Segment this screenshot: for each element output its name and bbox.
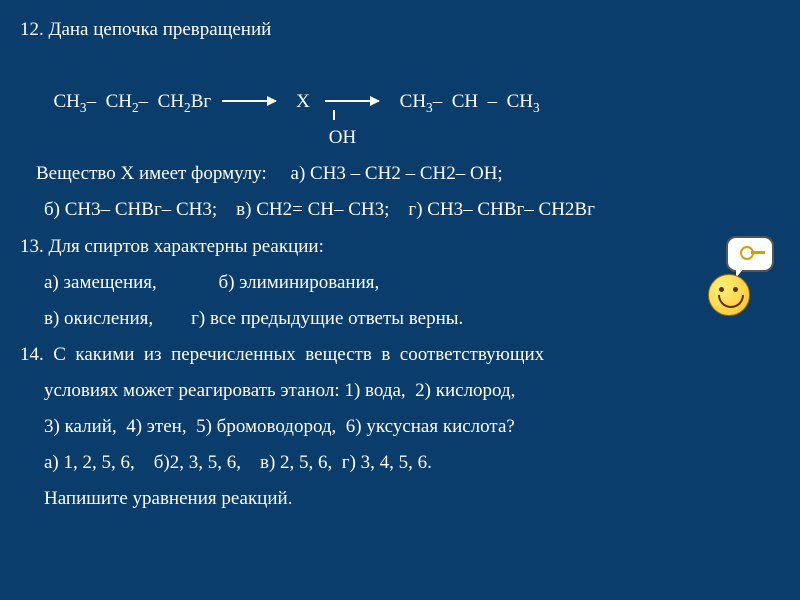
- txt: – СН – СН: [433, 91, 533, 112]
- q14-l2: условиях может реагировать этанол: 1) во…: [20, 373, 780, 409]
- q13-title: 13. Для спиртов характерны реакции:: [20, 229, 780, 265]
- hint-icon-group: [702, 236, 774, 316]
- q12-title: 12. Дана цепочка превращений: [20, 12, 780, 48]
- q12-opt-v: в) СН2= СН– СН3;: [236, 199, 389, 220]
- arrow-icon: [222, 100, 276, 102]
- txt: СН: [54, 91, 80, 112]
- oh-group: ОН: [329, 120, 356, 156]
- smiley-icon: [708, 274, 750, 316]
- q12-opts-row: б) СН3– СНВг– СН3; в) СН2= СН– СН3; г) С…: [20, 192, 780, 228]
- q12-oh-line: ОН: [20, 120, 780, 156]
- q14-l5: Напишите уравнения реакций.: [20, 481, 780, 517]
- q13-g: г) все предыдущие ответы верны.: [191, 308, 463, 329]
- sub: 2: [132, 100, 139, 115]
- speech-bubble-icon: [726, 236, 774, 272]
- q12-opt-a: а) СН3 – СН2 – СН2– ОН;: [291, 163, 503, 184]
- q12-prompt: Вещество Х имеет формулу:: [36, 163, 267, 184]
- arrow-icon: [325, 100, 379, 102]
- sub: 3: [533, 100, 540, 115]
- q13-row2: в) окисления, г) все предыдущие ответы в…: [20, 301, 780, 337]
- q12-prompt-row: Вещество Х имеет формулу: а) СН3 – СН2 –…: [20, 156, 780, 192]
- q12-chain: СН3– СН2– СН2Вг Х СН3– СН – СН3: [20, 48, 780, 120]
- q13-a: а) замещения,: [44, 272, 157, 293]
- q12-opt-b: б) СН3– СНВг– СН3;: [44, 199, 217, 220]
- txt: СН: [400, 91, 426, 112]
- sub: 3: [80, 100, 87, 115]
- txt: – СН: [87, 91, 132, 112]
- q13-row1: а) замещения, б) элиминирования,: [20, 265, 780, 301]
- txt: Вг: [191, 91, 211, 112]
- q13-v: в) окисления,: [44, 308, 153, 329]
- q14-l3: 3) калий, 4) этен, 5) бромоводород, 6) у…: [20, 409, 780, 445]
- key-icon: [740, 246, 754, 260]
- q14-l1: 14. С какими из перечисленных веществ в …: [20, 337, 780, 373]
- sub: 2: [184, 100, 191, 115]
- q14-l4: а) 1, 2, 5, 6, б)2, 3, 5, 6, в) 2, 5, 6,…: [20, 445, 780, 481]
- txt: – СН: [139, 91, 184, 112]
- sub: 3: [426, 100, 433, 115]
- txt: Х: [296, 91, 310, 112]
- q13-b: б) элиминирования,: [219, 272, 380, 293]
- q12-opt-g: г) СН3– СНВг– СН2Вг: [408, 199, 594, 220]
